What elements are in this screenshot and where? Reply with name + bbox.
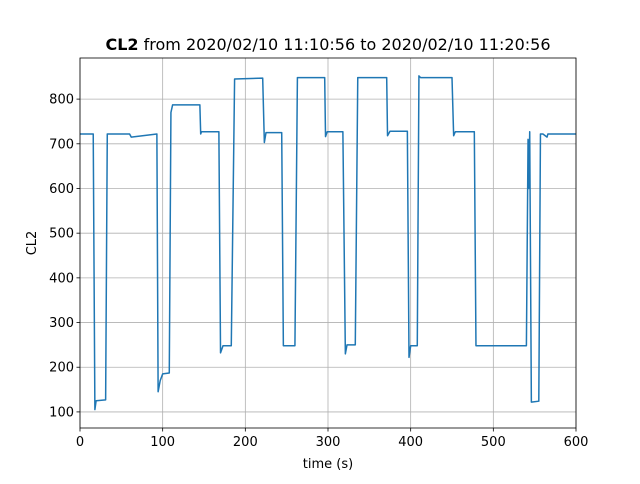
data-line bbox=[80, 75, 576, 411]
y-tick-label: 200 bbox=[49, 361, 74, 376]
y-axis-label: CL2 bbox=[25, 231, 40, 256]
title-bold: CL2 bbox=[105, 35, 138, 54]
plot-frame bbox=[79, 57, 577, 429]
x-tick-label: 400 bbox=[398, 435, 423, 450]
y-tick-label: 100 bbox=[49, 405, 74, 420]
chart-title: CL2 from 2020/02/10 11:10:56 to 2020/02/… bbox=[105, 35, 550, 54]
x-tick-label: 100 bbox=[150, 435, 175, 450]
y-tick-label: 700 bbox=[49, 137, 74, 152]
x-tick-label: 0 bbox=[76, 435, 84, 450]
y-tick-label: 500 bbox=[49, 227, 74, 242]
x-tick-label: 300 bbox=[316, 435, 341, 450]
y-tick-label: 400 bbox=[49, 271, 74, 286]
x-tick-label: 600 bbox=[564, 435, 589, 450]
y-tick-label: 800 bbox=[49, 93, 74, 108]
y-tick-label: 600 bbox=[49, 182, 74, 197]
x-tick-label: 200 bbox=[233, 435, 258, 450]
title-text: from 2020/02/10 11:10:56 to 2020/02/10 1… bbox=[144, 35, 551, 54]
x-tick-label: 500 bbox=[481, 435, 506, 450]
x-axis-label: time (s) bbox=[303, 457, 353, 472]
y-tick-label: 300 bbox=[49, 316, 74, 331]
